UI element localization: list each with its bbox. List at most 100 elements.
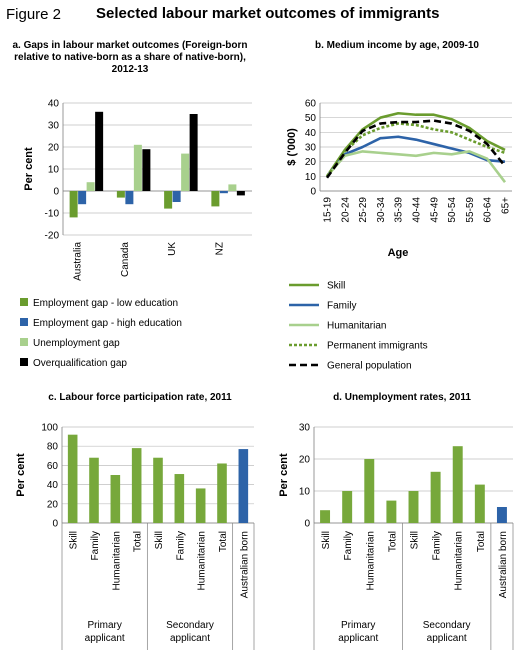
- panel-b-x-tick-label: 40-44: [412, 197, 423, 223]
- panel-b-y-tick-label: 40: [305, 128, 317, 139]
- panel-a-bar: [142, 149, 151, 191]
- panel-d-group-label: applicant: [338, 633, 378, 644]
- panel-d-bar: [474, 484, 485, 523]
- panel-b-y-tick-label: 30: [305, 143, 317, 154]
- panel-b-x-tick-label: 50-54: [447, 197, 458, 223]
- panel-a-bar: [236, 191, 245, 196]
- panel-b-series-line: [325, 119, 507, 179]
- panel-a-category-label: UK: [167, 242, 178, 256]
- panel-c-y-tick-label: 40: [47, 480, 59, 491]
- panel-a-legend-label: Unemployment gap: [33, 338, 120, 349]
- panel-a-y-tick-label: 20: [48, 143, 60, 154]
- panel-d-bar: [364, 459, 375, 523]
- panel-c-category-label: Skill: [69, 531, 80, 549]
- panel-a-legend-swatch: [20, 338, 28, 346]
- panel-a-bar: [164, 191, 173, 209]
- panel-d-category-label: Total: [387, 531, 398, 552]
- panel-a-bar: [189, 114, 198, 191]
- panel-d-title: d. Unemployment rates, 2011: [333, 392, 471, 403]
- panel-d-group-label: Secondary: [423, 620, 471, 631]
- panel-b-x-tick-label: 15-19: [323, 197, 334, 223]
- panel-a-y-tick-label: 10: [48, 165, 60, 176]
- panel-d-category-label: Skill: [321, 531, 332, 549]
- panel-a-legend-swatch: [20, 358, 28, 366]
- panel-a-y-tick-label: 40: [48, 99, 60, 110]
- panel-d-category-label: Total: [476, 531, 487, 552]
- panel-c-y-tick-label: 100: [41, 423, 58, 434]
- panel-d-y-tick-label: 30: [299, 423, 311, 434]
- panel-c-y-axis-title: Per cent: [15, 453, 27, 497]
- panel-a-bar: [86, 182, 95, 191]
- panel-c-y-tick-label: 0: [52, 519, 58, 530]
- panel-b-x-tick-label: 60-64: [483, 197, 494, 223]
- panel-a-bar: [116, 191, 125, 198]
- panel-d-bar: [320, 510, 331, 523]
- panel-a-bar: [95, 111, 104, 191]
- panel-b-legend-label: Skill: [327, 281, 345, 292]
- panel-b-legend-label: Family: [327, 301, 356, 312]
- panel-b-x-tick-label: 55-59: [465, 197, 476, 223]
- panel-a-bar: [228, 184, 237, 191]
- panel-b-title: b. Medium income by age, 2009-10: [315, 40, 479, 51]
- panel-d-y-tick-label: 10: [299, 487, 311, 498]
- panel-b-x-tick-label: 45-49: [429, 197, 440, 223]
- panel-c-group-label: Primary: [87, 620, 121, 631]
- panel-d-y-axis-title: Per cent: [278, 453, 290, 497]
- panel-a-bar: [133, 144, 142, 191]
- panel-c-y-tick-label: 20: [47, 499, 59, 510]
- panel-a-title-line: a. Gaps in labour market outcomes (Forei…: [12, 40, 247, 51]
- panel-a-title-line: relative to native-born as a share of na…: [14, 52, 246, 63]
- panel-c-group-label: applicant: [85, 633, 125, 644]
- panel-c-category-label: Family: [90, 531, 101, 560]
- panel-c-bar: [110, 475, 121, 523]
- panel-c-category-label: Family: [175, 531, 186, 560]
- panel-d-bar: [386, 500, 397, 523]
- panel-c-bar: [195, 488, 206, 523]
- panel-a-category-label: Canada: [120, 242, 131, 277]
- panel-c-group-label: Secondary: [166, 620, 214, 631]
- panel-d-bar: [408, 491, 419, 523]
- panel-d-category-label: Humanitarian: [365, 531, 376, 590]
- panel-d-bar: [342, 491, 353, 523]
- panel-b-x-tick-label: 35-39: [394, 197, 405, 223]
- panel-d-category-label: Family: [432, 531, 443, 560]
- panel-a-title-line: 2012-13: [112, 64, 149, 75]
- panel-b-legend-label: Humanitarian: [327, 321, 386, 332]
- panel-a-bar: [211, 191, 220, 207]
- panel-b-y-tick-label: 50: [305, 113, 317, 124]
- panel-c-category-label: Humanitarian: [111, 531, 122, 590]
- panel-d-bar: [496, 507, 507, 523]
- panel-a-y-tick-label: 0: [53, 187, 59, 198]
- panel-c-bar: [153, 457, 163, 523]
- panel-a-category-label: NZ: [214, 242, 225, 255]
- panel-d-bar: [452, 446, 463, 523]
- panel-a-bar: [219, 191, 228, 194]
- panel-d-category-label: Skill: [410, 531, 421, 549]
- panel-b-y-tick-label: 60: [305, 99, 317, 110]
- panel-b-series-line: [325, 111, 506, 178]
- panel-a-category-label: Australia: [73, 242, 84, 281]
- figure-title: Selected labour market outcomes of immig…: [96, 5, 440, 22]
- panel-a-legend-label: Overqualification gap: [33, 358, 127, 369]
- panel-a-y-tick-label: -20: [45, 231, 60, 242]
- figure-label: Figure 2: [6, 6, 62, 23]
- panel-b-series-line: [325, 122, 506, 178]
- panel-c-bar: [217, 463, 227, 523]
- panel-c-bar: [131, 448, 142, 523]
- panel-b-x-axis-title: Age: [388, 247, 409, 259]
- panel-d-y-tick-label: 20: [299, 455, 311, 466]
- panel-a-legend-swatch: [20, 298, 28, 306]
- panel-b-x-tick-label: 30-34: [376, 197, 387, 223]
- panel-d-y-tick-label: 0: [304, 519, 310, 530]
- panel-c-category-label: Total: [133, 531, 144, 552]
- panel-c-category-label: Humanitarian: [197, 531, 208, 590]
- panel-d-bar: [430, 471, 441, 523]
- panel-a-legend-swatch: [20, 318, 28, 326]
- panel-c-title: c. Labour force participation rate, 2011: [48, 392, 232, 403]
- panel-b-legend-label: General population: [327, 361, 412, 372]
- panel-d-category-label: Humanitarian: [454, 531, 465, 590]
- panel-a-bar: [172, 191, 181, 202]
